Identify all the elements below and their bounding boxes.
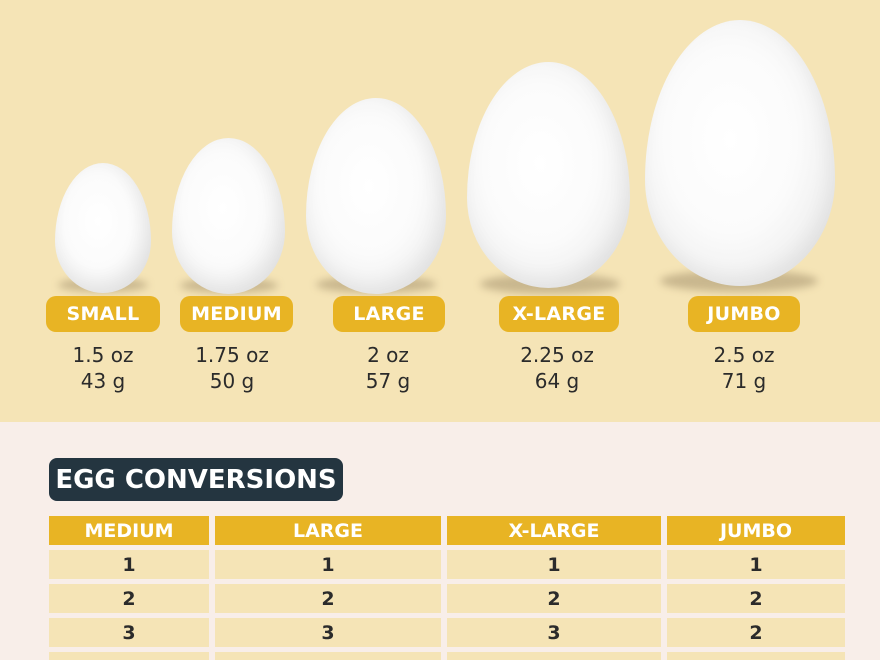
egg-conversions-title: EGG CONVERSIONS bbox=[49, 458, 343, 501]
weight-oz: 2.5 oz bbox=[713, 343, 775, 367]
table-cell: 2 bbox=[215, 584, 441, 613]
table-cell bbox=[447, 652, 661, 660]
table-cell: 1 bbox=[667, 550, 845, 579]
weight-oz: 1.5 oz bbox=[72, 343, 134, 367]
egg-large bbox=[306, 98, 446, 294]
size-label-small: SMALL bbox=[46, 296, 160, 332]
weight-small: 1.5 oz 43 g bbox=[43, 342, 163, 394]
table-cell bbox=[49, 652, 209, 660]
weight-oz: 2 oz bbox=[367, 343, 409, 367]
table-header-jumbo: JUMBO bbox=[667, 516, 845, 545]
weight-oz: 1.75 oz bbox=[195, 343, 269, 367]
table-header-medium: MEDIUM bbox=[49, 516, 209, 545]
table-header-x-large: X-LARGE bbox=[447, 516, 661, 545]
weight-x-large: 2.25 oz 64 g bbox=[497, 342, 617, 394]
weight-medium: 1.75 oz 50 g bbox=[172, 342, 292, 394]
table-cell: 3 bbox=[49, 618, 209, 647]
weight-grams: 71 g bbox=[721, 369, 767, 393]
egg-small bbox=[55, 163, 151, 293]
table-cell bbox=[215, 652, 441, 660]
table-cell: 1 bbox=[215, 550, 441, 579]
weight-grams: 64 g bbox=[534, 369, 580, 393]
weight-grams: 43 g bbox=[80, 369, 126, 393]
weight-jumbo: 2.5 oz 71 g bbox=[684, 342, 804, 394]
table-cell: 2 bbox=[667, 584, 845, 613]
weight-oz: 2.25 oz bbox=[520, 343, 594, 367]
table-cell bbox=[667, 652, 845, 660]
weight-grams: 50 g bbox=[209, 369, 255, 393]
table-cell: 2 bbox=[49, 584, 209, 613]
table-cell: 1 bbox=[49, 550, 209, 579]
size-label-x-large: X-LARGE bbox=[499, 296, 619, 332]
egg-medium bbox=[172, 138, 285, 294]
weight-large: 2 oz 57 g bbox=[328, 342, 448, 394]
table-cell: 3 bbox=[215, 618, 441, 647]
size-label-jumbo: JUMBO bbox=[688, 296, 800, 332]
egg-x-large bbox=[467, 62, 630, 288]
weight-grams: 57 g bbox=[365, 369, 411, 393]
table-cell: 2 bbox=[667, 618, 845, 647]
table-header-large: LARGE bbox=[215, 516, 441, 545]
table-cell: 3 bbox=[447, 618, 661, 647]
egg-jumbo bbox=[645, 20, 835, 286]
size-label-large: LARGE bbox=[333, 296, 445, 332]
table-cell: 1 bbox=[447, 550, 661, 579]
size-label-medium: MEDIUM bbox=[180, 296, 293, 332]
table-cell: 2 bbox=[447, 584, 661, 613]
